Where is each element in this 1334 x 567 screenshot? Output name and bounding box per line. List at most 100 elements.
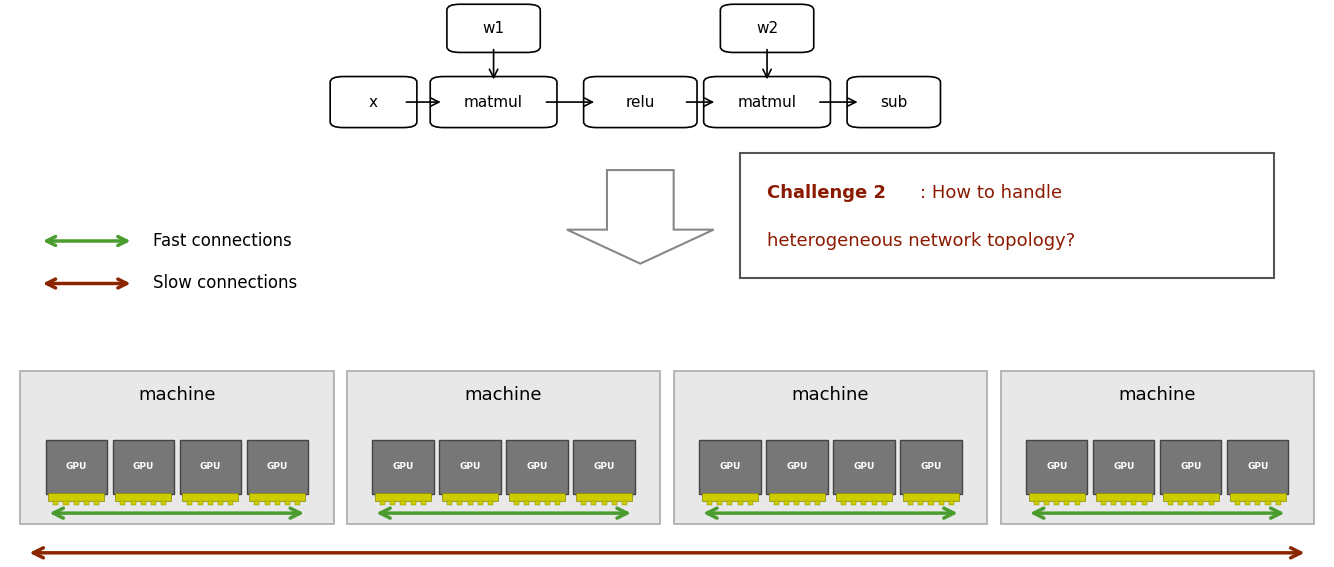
Text: GPU: GPU bbox=[920, 463, 942, 471]
Text: machine: machine bbox=[464, 386, 543, 404]
Bar bbox=[591, 501, 596, 505]
Bar bbox=[1230, 493, 1286, 501]
Bar bbox=[774, 501, 779, 505]
Text: Challenge 2: Challenge 2 bbox=[767, 184, 886, 202]
Bar bbox=[514, 501, 519, 505]
Bar bbox=[285, 501, 289, 505]
Bar bbox=[380, 501, 386, 505]
Text: GPU: GPU bbox=[854, 463, 875, 471]
Bar bbox=[794, 501, 799, 505]
Bar bbox=[217, 501, 223, 505]
Bar bbox=[939, 501, 943, 505]
Bar bbox=[420, 501, 426, 505]
Bar bbox=[1255, 501, 1261, 505]
FancyBboxPatch shape bbox=[247, 440, 308, 494]
Bar bbox=[120, 501, 125, 505]
FancyBboxPatch shape bbox=[766, 440, 827, 494]
Bar bbox=[1131, 501, 1137, 505]
Bar bbox=[442, 493, 498, 501]
Bar bbox=[903, 493, 959, 501]
Text: GPU: GPU bbox=[1181, 463, 1202, 471]
Bar bbox=[1275, 501, 1281, 505]
FancyBboxPatch shape bbox=[439, 440, 500, 494]
Bar bbox=[602, 501, 607, 505]
Bar bbox=[918, 501, 923, 505]
Bar bbox=[1266, 501, 1270, 505]
Bar bbox=[862, 501, 867, 505]
Bar bbox=[718, 501, 722, 505]
Bar bbox=[555, 501, 560, 505]
Bar bbox=[447, 501, 452, 505]
Bar bbox=[738, 501, 743, 505]
Text: w2: w2 bbox=[756, 21, 778, 36]
Text: matmul: matmul bbox=[464, 95, 523, 109]
Bar bbox=[264, 501, 269, 505]
Text: sub: sub bbox=[880, 95, 907, 109]
Bar bbox=[255, 501, 260, 505]
Bar bbox=[707, 501, 712, 505]
FancyBboxPatch shape bbox=[1161, 440, 1222, 494]
Bar bbox=[1189, 501, 1194, 505]
Bar bbox=[1054, 501, 1059, 505]
Text: Fast connections: Fast connections bbox=[153, 232, 292, 250]
Bar bbox=[131, 501, 136, 505]
FancyBboxPatch shape bbox=[900, 440, 962, 494]
FancyBboxPatch shape bbox=[430, 77, 556, 128]
Polygon shape bbox=[567, 170, 714, 264]
Text: GPU: GPU bbox=[65, 463, 87, 471]
Bar bbox=[295, 501, 300, 505]
FancyBboxPatch shape bbox=[704, 77, 830, 128]
Text: : How to handle: : How to handle bbox=[920, 184, 1063, 202]
FancyBboxPatch shape bbox=[331, 77, 416, 128]
Text: Slow connections: Slow connections bbox=[153, 274, 297, 293]
Bar bbox=[161, 501, 167, 505]
Bar bbox=[84, 501, 89, 505]
Bar bbox=[576, 493, 632, 501]
Bar bbox=[197, 501, 203, 505]
Text: GPU: GPU bbox=[1113, 463, 1134, 471]
Bar bbox=[400, 501, 406, 505]
Bar bbox=[53, 501, 59, 505]
Bar bbox=[1121, 501, 1126, 505]
Text: machine: machine bbox=[791, 386, 870, 404]
Bar bbox=[183, 493, 239, 501]
FancyBboxPatch shape bbox=[584, 77, 696, 128]
Text: machine: machine bbox=[137, 386, 216, 404]
Text: GPU: GPU bbox=[392, 463, 414, 471]
FancyBboxPatch shape bbox=[720, 5, 814, 53]
Bar bbox=[815, 501, 820, 505]
Bar bbox=[582, 501, 587, 505]
Text: matmul: matmul bbox=[738, 95, 796, 109]
Bar bbox=[840, 501, 846, 505]
Bar bbox=[1111, 501, 1117, 505]
Text: relu: relu bbox=[626, 95, 655, 109]
Text: machine: machine bbox=[1118, 386, 1197, 404]
Text: GPU: GPU bbox=[786, 463, 807, 471]
Bar bbox=[64, 501, 68, 505]
Bar bbox=[1074, 501, 1079, 505]
Text: GPU: GPU bbox=[1247, 463, 1269, 471]
Bar bbox=[375, 493, 431, 501]
Bar bbox=[1209, 501, 1214, 505]
Bar bbox=[411, 501, 416, 505]
FancyBboxPatch shape bbox=[180, 440, 241, 494]
Bar bbox=[1163, 493, 1219, 501]
Bar bbox=[1235, 501, 1241, 505]
Bar bbox=[1034, 501, 1039, 505]
Bar bbox=[1095, 493, 1151, 501]
FancyBboxPatch shape bbox=[834, 440, 895, 494]
Bar bbox=[187, 501, 192, 505]
FancyBboxPatch shape bbox=[740, 153, 1274, 278]
Bar bbox=[275, 501, 280, 505]
Text: GPU: GPU bbox=[594, 463, 615, 471]
FancyBboxPatch shape bbox=[1026, 440, 1087, 494]
Bar bbox=[488, 501, 494, 505]
Bar bbox=[747, 501, 752, 505]
Text: GPU: GPU bbox=[719, 463, 740, 471]
FancyBboxPatch shape bbox=[1093, 440, 1154, 494]
FancyBboxPatch shape bbox=[45, 440, 107, 494]
FancyBboxPatch shape bbox=[574, 440, 635, 494]
FancyBboxPatch shape bbox=[372, 440, 434, 494]
Bar bbox=[510, 493, 566, 501]
Text: GPU: GPU bbox=[200, 463, 221, 471]
